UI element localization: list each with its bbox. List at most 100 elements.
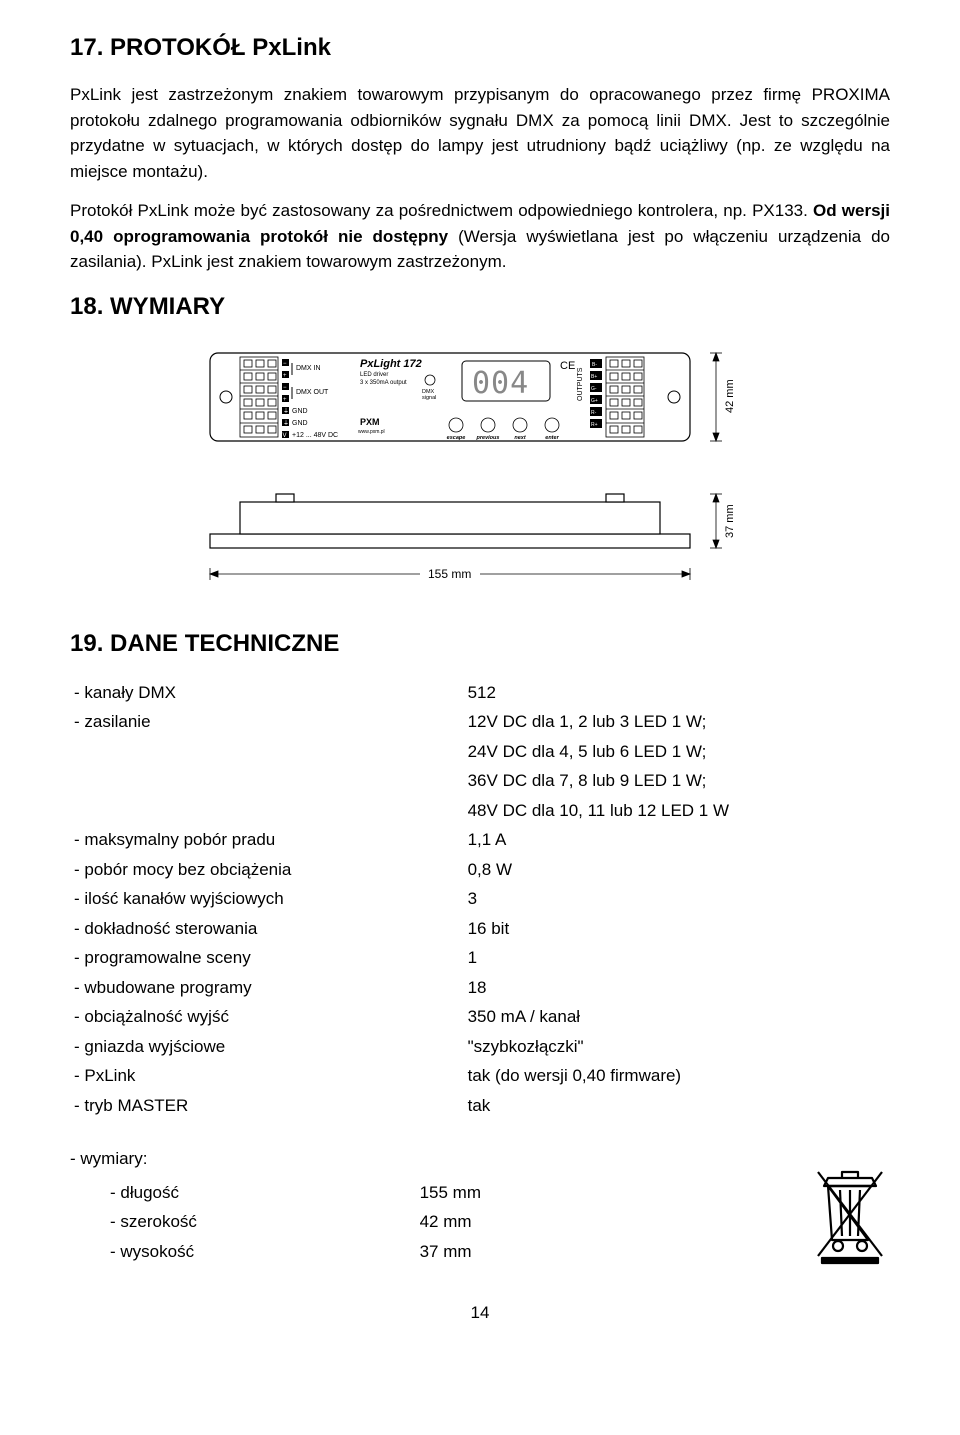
- spec-value: 1,1 A: [464, 825, 890, 855]
- dim-value: 42 mm: [416, 1207, 790, 1237]
- weee-bin-icon: [810, 1166, 890, 1266]
- table-row: 24V DC dla 4, 5 lub 6 LED 1 W;: [70, 737, 890, 767]
- spec-label: [70, 766, 464, 796]
- btn-next: next: [514, 435, 526, 441]
- spec-value: 350 mA / kanał: [464, 1002, 890, 1032]
- page-number: 14: [70, 1300, 890, 1326]
- section-18-title: 18. WYMIARY: [70, 289, 890, 325]
- label-dmx-in: DMX IN: [296, 365, 321, 372]
- spec-value: 1: [464, 943, 890, 973]
- svg-text:B+: B+: [591, 374, 597, 380]
- table-row: - gniazda wyjściowe"szybkozłączki": [70, 1032, 890, 1062]
- svg-text:B-: B-: [592, 362, 597, 368]
- label-voltage: +12 ... 48V DC: [292, 432, 338, 439]
- brand-label: PXM: [360, 417, 380, 427]
- spec-label: - pobór mocy bez obciążenia: [70, 855, 464, 885]
- table-row: 36V DC dla 7, 8 lub 9 LED 1 W;: [70, 766, 890, 796]
- dim-42mm: 42 mm: [724, 379, 736, 413]
- spec-value: 12V DC dla 1, 2 lub 3 LED 1 W;: [464, 707, 890, 737]
- spec-label: - wbudowane programy: [70, 973, 464, 1003]
- device-sub2: 3 x 350mA output: [360, 380, 407, 386]
- brand-url: www.pxm.pl: [358, 429, 385, 435]
- svg-text:+: +: [283, 397, 287, 403]
- spec-label: - obciążalność wyjść: [70, 1002, 464, 1032]
- display-value: 004: [472, 366, 529, 401]
- table-row: - szerokość42 mm: [70, 1207, 790, 1237]
- section-17-para-1: PxLink jest zastrzeżonym znakiem towarow…: [70, 82, 890, 184]
- section-17-title: 17. PROTOKÓŁ PxLink: [70, 30, 890, 66]
- table-row: - pobór mocy bez obciążenia0,8 W: [70, 855, 890, 885]
- spec-label: - gniazda wyjściowe: [70, 1032, 464, 1062]
- spec-label: - ilość kanałów wyjściowych: [70, 884, 464, 914]
- svg-text:−: −: [283, 361, 287, 367]
- spec-value: "szybkozłączki": [464, 1032, 890, 1062]
- dim-value: 37 mm: [416, 1237, 790, 1267]
- spec-value: 24V DC dla 4, 5 lub 6 LED 1 W;: [464, 737, 890, 767]
- label-gnd2: GND: [292, 420, 308, 427]
- svg-text:V: V: [283, 433, 287, 439]
- specs-table: - kanały DMX512- zasilanie12V DC dla 1, …: [70, 678, 890, 1121]
- table-row: - PxLinktak (do wersji 0,40 firmware): [70, 1061, 890, 1091]
- table-row: - wbudowane programy18: [70, 973, 890, 1003]
- table-row: - wysokość37 mm: [70, 1237, 790, 1267]
- btn-enter: enter: [545, 435, 559, 441]
- btn-escape: escape: [447, 435, 466, 441]
- spec-label: - tryb MASTER: [70, 1091, 464, 1121]
- table-row: - zasilanie12V DC dla 1, 2 lub 3 LED 1 W…: [70, 707, 890, 737]
- dim-37mm: 37 mm: [724, 504, 736, 538]
- device-name: PxLight 172: [360, 358, 422, 370]
- device-sub1: LED driver: [360, 372, 388, 378]
- svg-text:−: −: [283, 385, 287, 391]
- table-row: - obciążalność wyjść350 mA / kanał: [70, 1002, 890, 1032]
- table-row: - długość155 mm: [70, 1178, 790, 1208]
- svg-text:⏚: ⏚: [283, 420, 289, 427]
- spec-label: [70, 796, 464, 826]
- spec-value: 512: [464, 678, 890, 708]
- spec-value: tak (do wersji 0,40 firmware): [464, 1061, 890, 1091]
- btn-previous: previous: [476, 435, 500, 441]
- spec-value: 0,8 W: [464, 855, 890, 885]
- svg-text:R+: R+: [591, 422, 598, 428]
- device-side-diagram: 37 mm 155 mm: [200, 488, 760, 618]
- svg-text:G+: G+: [591, 398, 598, 404]
- svg-text:G-: G-: [591, 386, 597, 392]
- spec-value: tak: [464, 1091, 890, 1121]
- dims-label: - wymiary:: [70, 1146, 790, 1172]
- outputs-label: OUTPUTS: [577, 367, 584, 401]
- spec-label: - kanały DMX: [70, 678, 464, 708]
- table-row: - dokładność sterowania16 bit: [70, 914, 890, 944]
- dim-label: - wysokość: [70, 1237, 416, 1267]
- spec-label: - programowalne sceny: [70, 943, 464, 973]
- table-row: - kanały DMX512: [70, 678, 890, 708]
- dim-value: 155 mm: [416, 1178, 790, 1208]
- spec-label: - dokładność sterowania: [70, 914, 464, 944]
- spec-label: [70, 737, 464, 767]
- table-row: - ilość kanałów wyjściowych3: [70, 884, 890, 914]
- spec-label: - PxLink: [70, 1061, 464, 1091]
- spec-label: - zasilanie: [70, 707, 464, 737]
- svg-text:signal: signal: [422, 395, 436, 401]
- svg-text:R-: R-: [591, 410, 597, 416]
- spec-value: 16 bit: [464, 914, 890, 944]
- section-17-para-2: Protokół PxLink może być zastosowany za …: [70, 198, 890, 275]
- ce-mark: CE: [560, 360, 575, 372]
- p2-part-a: Protokół PxLink może być zastosowany za …: [70, 201, 813, 220]
- table-row: - maksymalny pobór pradu1,1 A: [70, 825, 890, 855]
- svg-text:⏚: ⏚: [283, 408, 289, 415]
- dim-label: - długość: [70, 1178, 416, 1208]
- spec-value: 3: [464, 884, 890, 914]
- label-gnd1: GND: [292, 408, 308, 415]
- device-top-diagram: − + − + ⏚ ⏚ V DMX IN DMX OUT GND GND +12…: [200, 343, 760, 458]
- dim-155mm: 155 mm: [428, 567, 471, 581]
- table-row: - tryb MASTERtak: [70, 1091, 890, 1121]
- spec-value: 18: [464, 973, 890, 1003]
- section-19-title: 19. DANE TECHNICZNE: [70, 626, 890, 662]
- spec-value: 36V DC dla 7, 8 lub 9 LED 1 W;: [464, 766, 890, 796]
- dim-label: - szerokość: [70, 1207, 416, 1237]
- label-dmx-out: DMX OUT: [296, 389, 329, 396]
- spec-label: - maksymalny pobór pradu: [70, 825, 464, 855]
- spec-value: 48V DC dla 10, 11 lub 12 LED 1 W: [464, 796, 890, 826]
- svg-text:+: +: [283, 373, 287, 379]
- table-row: 48V DC dla 10, 11 lub 12 LED 1 W: [70, 796, 890, 826]
- table-row: - programowalne sceny1: [70, 943, 890, 973]
